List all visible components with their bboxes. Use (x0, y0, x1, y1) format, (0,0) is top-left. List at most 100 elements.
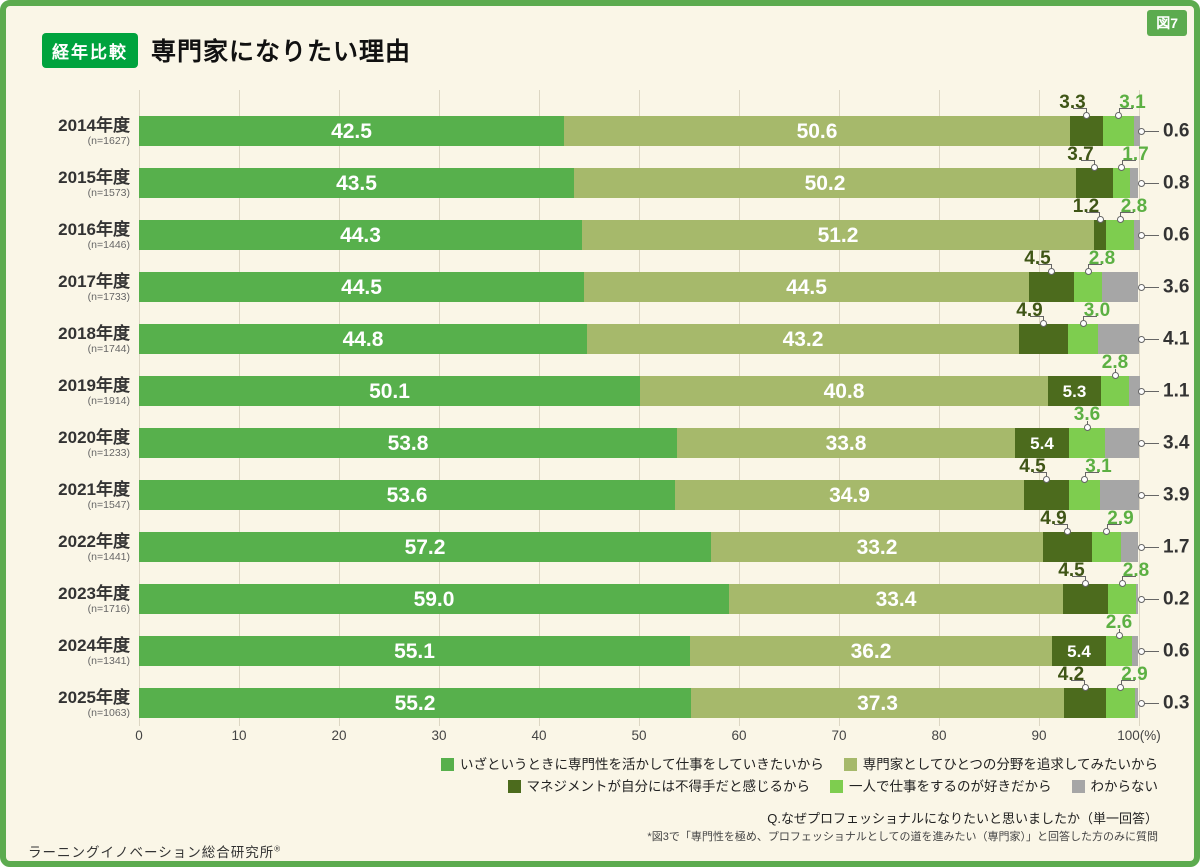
bar-segment: 57.2 (139, 532, 711, 562)
leader-line (1120, 212, 1134, 218)
leader-line (1086, 212, 1100, 218)
bar-segment (1106, 636, 1132, 666)
bar-track: 53.8 33.8 5.4 (139, 428, 1139, 458)
callout-value: 4.5 (1024, 248, 1051, 269)
leader-dot (1116, 216, 1124, 223)
right-value: 3.9 (1163, 484, 1190, 506)
grid-line (338, 90, 340, 726)
bar-segment (1074, 272, 1102, 302)
callout-value: 2.8 (1122, 560, 1150, 581)
bar-segment (1092, 532, 1121, 562)
year-label: 2018年度 (58, 324, 130, 343)
legend-swatch (507, 779, 521, 793)
n-label: (n=1233) (87, 447, 130, 459)
leader-dot (1138, 231, 1145, 239)
bar-track: 55.1 36.2 5.4 (139, 636, 1138, 666)
right-value: 0.6 (1163, 224, 1190, 246)
segment-value: 44.5 (786, 275, 827, 299)
bar-segment (1134, 220, 1140, 250)
x-axis: 0 10 20 30 40 50 60 70 80 90 100(%) (135, 728, 1161, 748)
leader-line (1114, 369, 1116, 374)
bar-row: 2021年度 (n=1547) 53.6 34.9 4.5 3.1 3.9 (58, 457, 1189, 512)
leader-line (1143, 494, 1159, 496)
bar-segment: 50.2 (574, 168, 1076, 198)
bar-segment (1070, 116, 1103, 146)
segment-value: 50.6 (796, 119, 838, 143)
bar-segment (1024, 480, 1069, 510)
bar-segment (1064, 688, 1106, 718)
leader-line (1143, 650, 1159, 652)
legend-swatch (830, 779, 843, 793)
leader-dot (1091, 164, 1098, 171)
n-label: (n=1573) (87, 187, 130, 199)
n-label: (n=1914) (87, 395, 130, 407)
bar-row: 2014年度 (n=1627) 42.5 50.6 3.3 3.1 0.6 (58, 92, 1189, 148)
grid-line (138, 90, 140, 726)
bar-segment: 40.8 (640, 376, 1048, 406)
bar-segment: 50.6 (564, 116, 1070, 146)
segment-value: 51.2 (817, 223, 859, 247)
leader-dot (1083, 424, 1091, 431)
legend-item: わからない (1071, 778, 1159, 794)
leader-line (1071, 680, 1085, 686)
segment-value: 59.0 (413, 587, 455, 611)
leader-line (1053, 524, 1068, 530)
leader-line (1143, 546, 1159, 548)
segment-value: 44.5 (341, 275, 382, 299)
bar-segment (1069, 480, 1100, 510)
row-label: 2014年度 (n=1627) (6, 96, 130, 148)
bar-segment: 33.8 (677, 428, 1015, 458)
axis-tick-label: 60 (731, 728, 747, 743)
callout-value: 1.7 (1122, 144, 1149, 165)
right-value: 4.1 (1163, 328, 1190, 350)
year-label: 2023年度 (58, 584, 130, 603)
leader-line (1084, 472, 1099, 478)
leader-dot (1115, 112, 1122, 119)
legend-swatch (441, 758, 455, 772)
bar-segment (1100, 480, 1139, 510)
legend-swatch (1071, 779, 1085, 793)
leader-line (1143, 130, 1159, 132)
segment-value: 5.3 (1062, 381, 1087, 401)
n-label: (n=1441) (87, 551, 130, 563)
leader-line (1143, 286, 1159, 288)
year-label: 2017年度 (58, 272, 130, 291)
bar-segment (1132, 636, 1138, 666)
bar-segment: 5.4 (1015, 428, 1069, 458)
row-label: 2015年度 (n=1573) (6, 148, 130, 200)
right-value: 0.2 (1163, 588, 1190, 610)
segment-value: 33.4 (875, 587, 917, 611)
grid-line (938, 90, 940, 726)
bar-track: 43.5 50.2 (139, 168, 1138, 198)
leader-dot (1118, 164, 1125, 171)
bar-segment (1069, 428, 1105, 458)
leader-line (1071, 576, 1086, 582)
axis-tick-label: 70 (831, 728, 847, 743)
leader-line (1118, 108, 1133, 114)
callout-value: 2.6 (1105, 612, 1133, 633)
legend-label: わからない (1090, 778, 1159, 794)
year-label: 2014年度 (58, 116, 130, 135)
segment-value: 53.6 (386, 483, 428, 507)
bar-segment: 53.8 (139, 428, 677, 458)
n-label: (n=1627) (87, 135, 130, 147)
leader-dot (1138, 491, 1145, 499)
bar-row: 2025年度 (n=1063) 55.2 37.3 4.2 2.9 0.3 (58, 665, 1189, 720)
legend-item: マネジメントが自分には不得手だと感じるから (507, 778, 811, 794)
segment-value: 50.2 (804, 171, 846, 195)
axis-tick-label: 50 (631, 728, 647, 743)
callout-value: 3.0 (1083, 300, 1111, 321)
leader-line (1121, 160, 1136, 166)
n-label: (n=1446) (87, 239, 130, 251)
row-label: 2020年度 (n=1233) (6, 408, 130, 460)
callout-value: 3.3 (1059, 92, 1086, 113)
row-label: 2018年度 (n=1744) (6, 304, 130, 356)
bar-segment: 44.5 (139, 272, 584, 302)
legend-item: いざというときに専門性を活かして仕事をしていきたいから (441, 758, 824, 772)
segment-value: 44.3 (340, 223, 381, 247)
survey-question-text: Q.なぜプロフェッショナルになりたいと思いましたか（単一回答） (767, 811, 1158, 826)
n-label: (n=1341) (87, 655, 130, 667)
legend-label: マネジメントが自分には不得手だと感じるから (526, 778, 811, 794)
bar-track: 44.3 51.2 (139, 220, 1140, 250)
